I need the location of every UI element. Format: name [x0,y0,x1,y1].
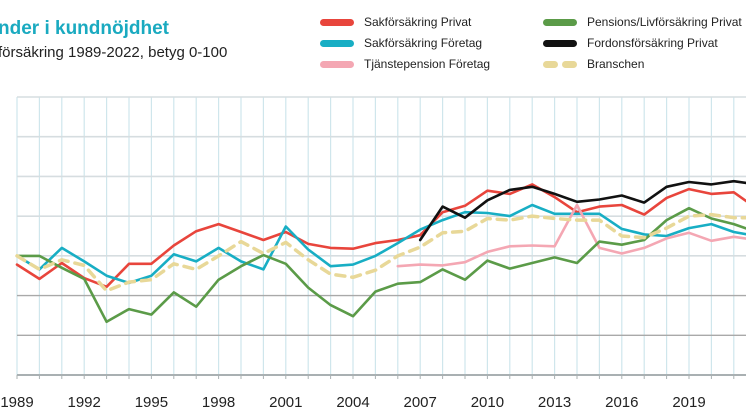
x-tick-label: 2010 [471,394,504,411]
legend-label: Sakförsäkring Företag [364,36,483,50]
x-tick-label: 2013 [538,394,571,411]
legend-label: Sakförsäkring Privat [364,15,472,29]
series-line-fordonsförsäkring-privat [418,179,746,242]
x-tick-label: 1995 [135,394,168,411]
legend-item: Sakförsäkring Företag [320,33,482,53]
legend-label: Fordonsförsäkring Privat [587,36,718,50]
legend-item: Branschen [543,54,644,74]
legend-swatch [543,18,577,26]
legend-item: Tjänstepension Företag [320,54,490,74]
chart-subtitle: försäkring 1989-2022, betyg 0-100 [0,44,228,61]
legend-item: Pensions/Livförsäkring Privat [543,12,742,32]
legend-label: Tjänstepension Företag [364,57,491,71]
legend-swatch [320,60,354,68]
series-line-pensions-livförsäkring-privat [15,206,746,324]
legend-item: Fordonsförsäkring Privat [543,33,718,53]
series-line-sakförsäkring-privat [15,183,746,289]
legend-swatch [543,60,577,68]
legend-label: Pensions/Livförsäkring Privat [587,15,742,29]
series-line-branschen [15,212,746,293]
x-tick-label: 1998 [202,394,235,411]
x-tick-label: 2019 [672,394,705,411]
x-tick-label: 2001 [269,394,302,411]
legend-swatch [543,39,577,47]
x-tick-label: 1989 [0,394,33,411]
legend-item: Sakförsäkring Privat [320,12,471,32]
x-tick-label: 1992 [68,394,101,411]
x-tick-label: 2016 [605,394,638,411]
chart-title: nder i kundnöjdhet [0,18,169,39]
x-tick-label: 2004 [336,394,369,411]
x-tick-label: 2007 [404,394,437,411]
legend-swatch [320,39,354,47]
legend-swatch [320,18,354,26]
series-line-sakförsäkring-företag [15,203,746,285]
legend: Sakförsäkring Privat Sakförsäkring Föret… [320,12,746,72]
legend-label: Branschen [587,57,645,71]
series-line-tjänstepension-företag [396,203,746,268]
